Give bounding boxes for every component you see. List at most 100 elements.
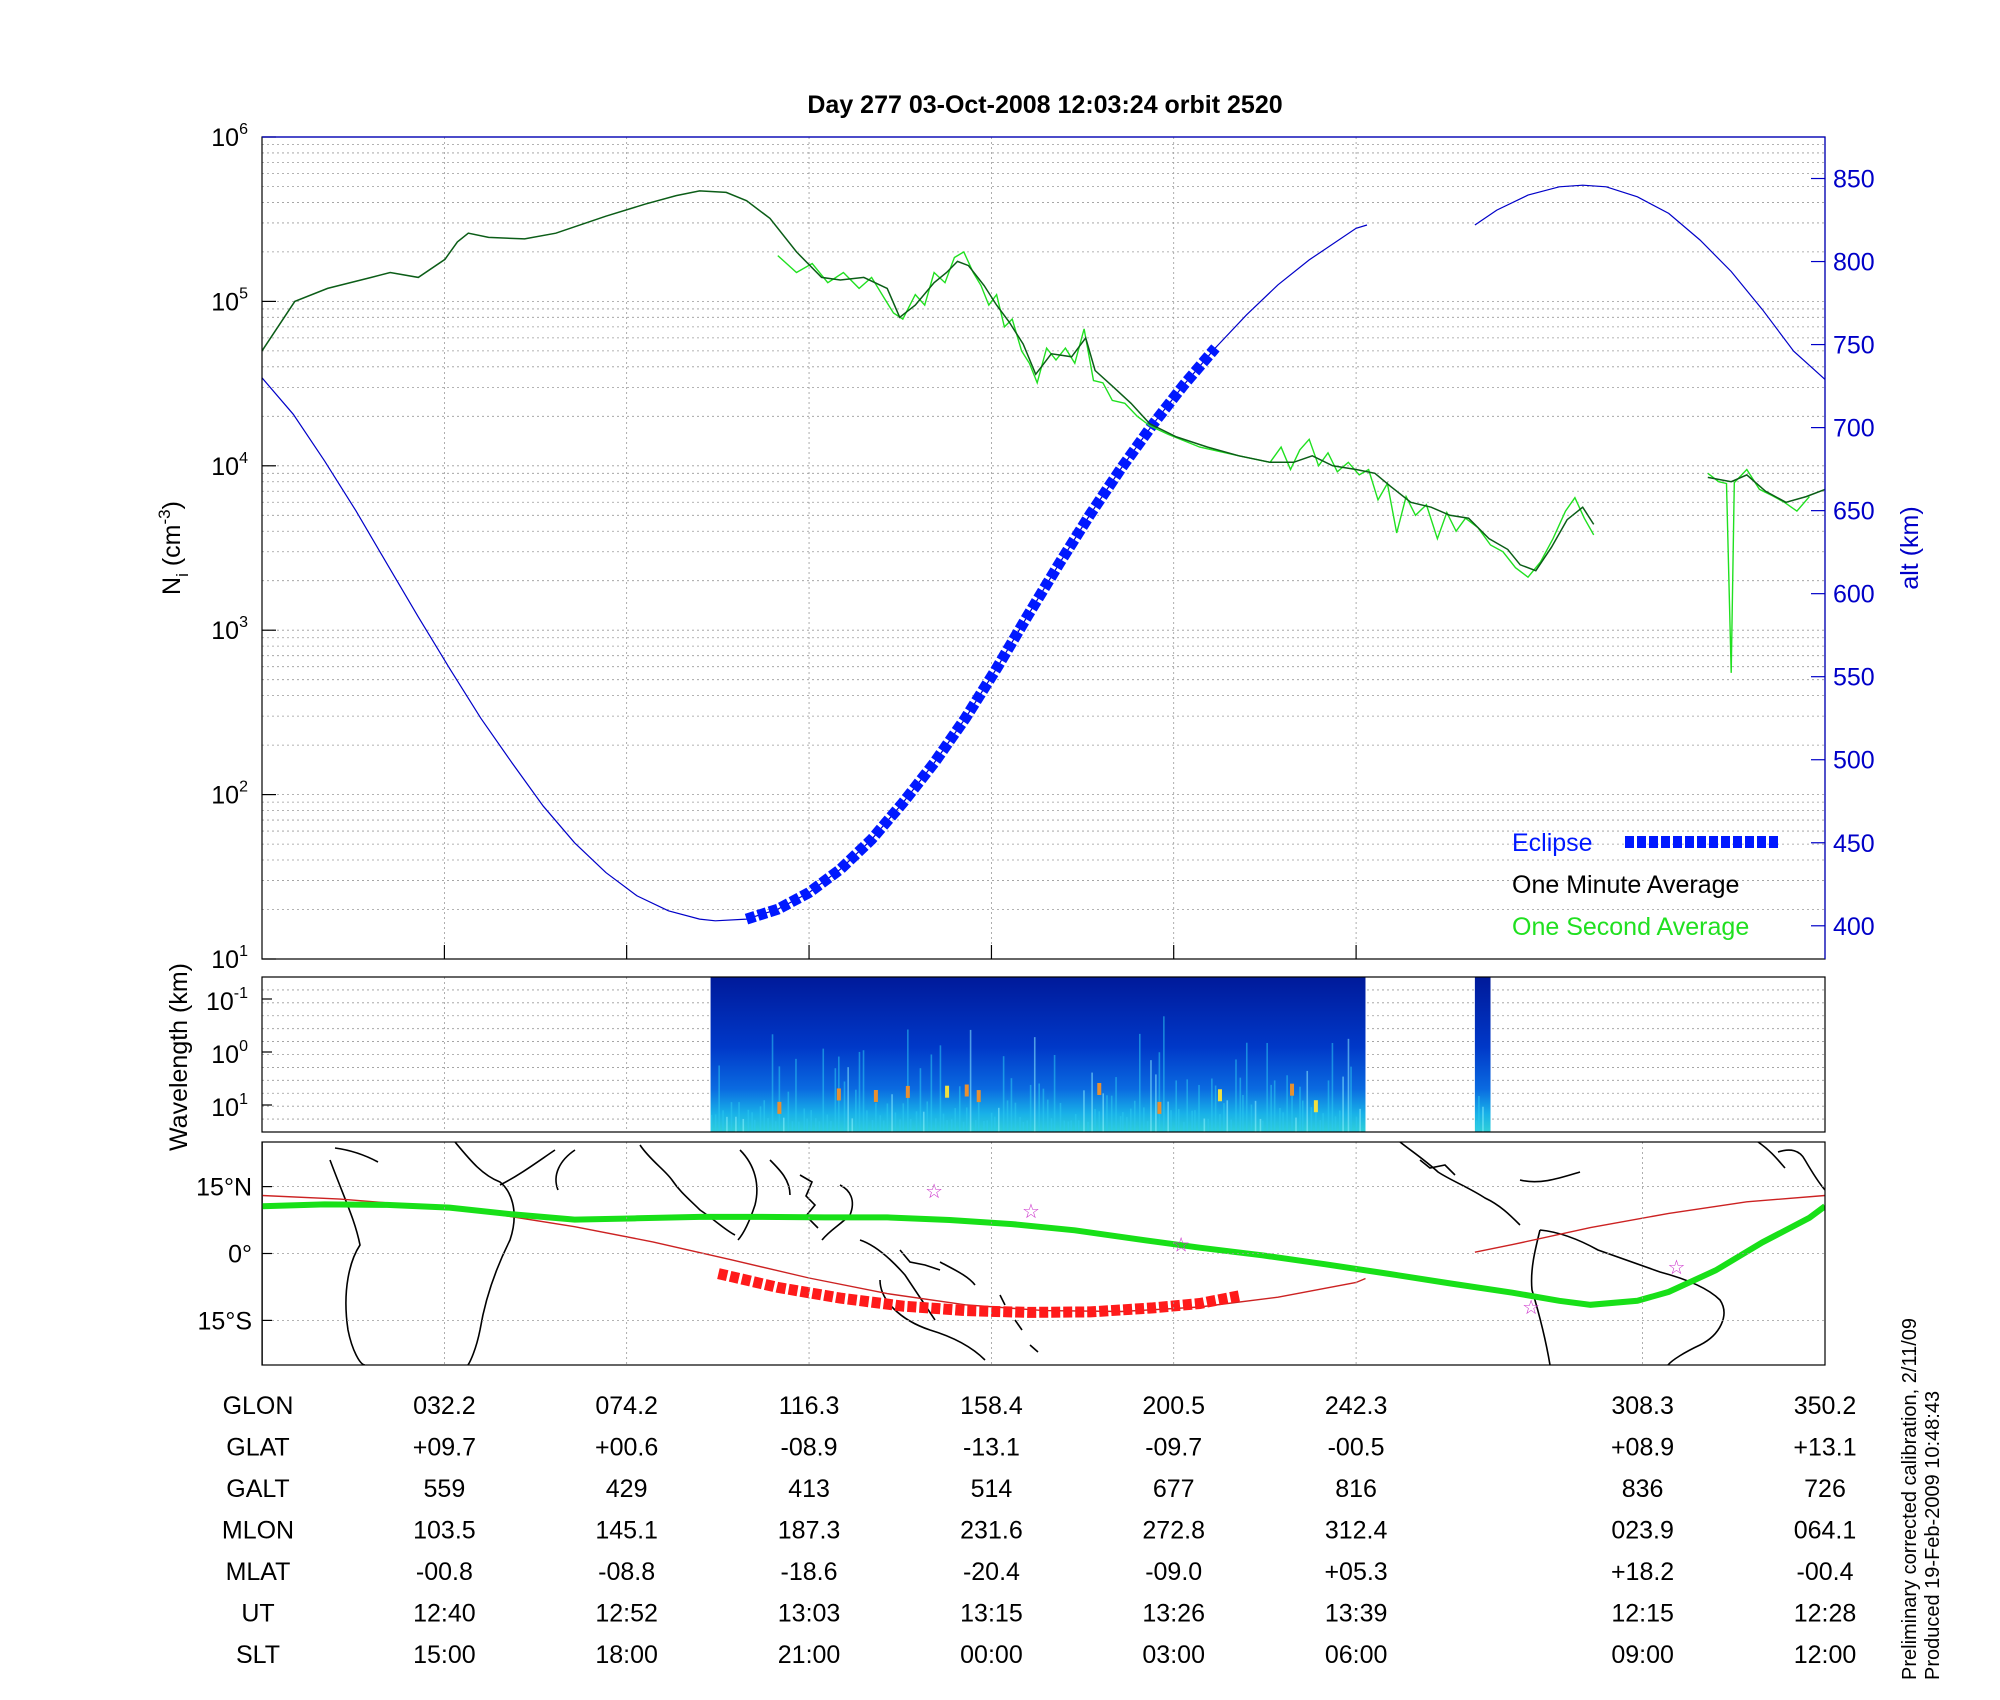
altitude-y-label: alt (km) xyxy=(1896,506,1924,589)
altitude-y-tick-label: 500 xyxy=(1833,747,1875,775)
table-cell: 09:00 xyxy=(1611,1641,1674,1669)
table-row-label: GALT xyxy=(226,1475,289,1503)
spectrogram-hotspot xyxy=(836,1088,841,1101)
spectrogram-hotspot xyxy=(1290,1083,1295,1096)
table-cell: +00.6 xyxy=(595,1434,658,1462)
produced-note: Produced 19-Feb-2009 10:48:43 xyxy=(1922,1391,1944,1680)
table-cell: +18.2 xyxy=(1611,1558,1674,1586)
table-row-label: GLAT xyxy=(226,1434,289,1462)
table-cell: 677 xyxy=(1153,1475,1195,1503)
table-cell: +08.9 xyxy=(1611,1434,1674,1462)
station-star: ☆ xyxy=(1522,1297,1540,1319)
station-star: ☆ xyxy=(1022,1201,1040,1223)
density-y-label: Ni (cm-3) xyxy=(155,501,192,595)
table-cell: 03:00 xyxy=(1142,1641,1205,1669)
table-cell: -09.0 xyxy=(1145,1558,1202,1586)
one-minute-average-line xyxy=(262,190,1825,572)
table-cell: 00:00 xyxy=(960,1641,1023,1669)
table-cell: +09.7 xyxy=(413,1434,476,1462)
table-cell: -08.9 xyxy=(781,1434,838,1462)
spectrogram-hotspot xyxy=(905,1085,910,1098)
table-row-label: MLAT xyxy=(226,1558,291,1586)
spectrogram-hotspot xyxy=(1097,1083,1102,1096)
altitude-y-tick-label: 750 xyxy=(1833,332,1875,360)
table-cell: 06:00 xyxy=(1325,1641,1388,1669)
station-star: ☆ xyxy=(1172,1235,1190,1257)
spectrogram-hotspot xyxy=(964,1084,969,1097)
spectrogram-panel: 10-1 100 101 Wavelength (km) xyxy=(165,963,1826,1151)
table-cell: -18.6 xyxy=(781,1558,838,1586)
legend-one-minute: One Minute Average xyxy=(1512,871,1739,899)
table-cell: -00.8 xyxy=(416,1558,473,1586)
table-cell: 032.2 xyxy=(413,1392,476,1420)
map-grid xyxy=(262,1142,1825,1365)
spectrogram-y-tick-label: 101 xyxy=(211,1091,248,1122)
table-cell: 413 xyxy=(788,1475,830,1503)
table-cell: 13:39 xyxy=(1325,1600,1388,1628)
table-cell: 272.8 xyxy=(1142,1517,1205,1545)
table-cell: 559 xyxy=(424,1475,466,1503)
spectrogram-hotspot xyxy=(976,1090,981,1103)
spectrogram-hotspot xyxy=(1157,1101,1162,1114)
table-cell: 023.9 xyxy=(1611,1517,1674,1545)
table-cell: 074.2 xyxy=(595,1392,658,1420)
table-cell: +13.1 xyxy=(1793,1434,1856,1462)
table-cell: 312.4 xyxy=(1325,1517,1388,1545)
table-cell: 726 xyxy=(1804,1475,1846,1503)
table-row-label: MLON xyxy=(222,1517,294,1545)
station-star: ☆ xyxy=(925,1181,943,1203)
chart-title: Day 277 03-Oct-2008 12:03:24 orbit 2520 xyxy=(807,91,1282,119)
table-cell: 12:15 xyxy=(1611,1600,1674,1628)
density-y-tick-label: 105 xyxy=(211,285,248,316)
spectrogram-y-tick-label: 100 xyxy=(211,1038,248,1069)
table-cell: 158.4 xyxy=(960,1392,1023,1420)
altitude-y-tick-label: 850 xyxy=(1833,166,1875,194)
altitude-y-tick-label: 400 xyxy=(1833,913,1875,941)
table-cell: 12:00 xyxy=(1794,1641,1857,1669)
table-cell: 13:03 xyxy=(778,1600,841,1628)
table-cell: 187.3 xyxy=(778,1517,841,1545)
legend-one-second: One Second Average xyxy=(1512,913,1749,941)
table-cell: 836 xyxy=(1622,1475,1664,1503)
table-cell: 15:00 xyxy=(413,1641,476,1669)
table-cell: 816 xyxy=(1335,1475,1377,1503)
map-y-tick-label: 15°S xyxy=(198,1307,252,1335)
table-cell: 308.3 xyxy=(1611,1392,1674,1420)
spectrogram-y-tick-label: 10-1 xyxy=(206,985,248,1016)
table-cell: +05.3 xyxy=(1324,1558,1387,1586)
density-y-tick-label: 106 xyxy=(211,121,248,152)
svg-text:Ni (cm-3): Ni (cm-3) xyxy=(155,501,192,595)
table-cell: 12:52 xyxy=(595,1600,658,1628)
map-y-ticks: 15°N 0° 15°S xyxy=(196,1174,272,1335)
orbit-data-table: GLON 032.2 074.2 116.3 158.4 200.5 242.3 308.3 3… xyxy=(222,1392,1857,1669)
altitude-y-ticks: 850 800 750 700 650 600 550 500 450 400 xyxy=(1811,166,1875,941)
spectrogram-y-ticks: 10-1 100 101 xyxy=(206,985,272,1122)
density-y-tick-label: 102 xyxy=(211,779,248,810)
table-cell: 350.2 xyxy=(1794,1392,1857,1420)
density-y-tick-label: 103 xyxy=(211,614,248,645)
table-cell: 242.3 xyxy=(1325,1392,1388,1420)
altitude-y-tick-label: 800 xyxy=(1833,249,1875,277)
footer-note: Preliminary corrected calibration, 2/11/… xyxy=(1899,1318,1944,1680)
map-y-tick-label: 0° xyxy=(228,1241,252,1269)
altitude-y-tick-label: 650 xyxy=(1833,498,1875,526)
legend: Eclipse One Minute Average One Second Av… xyxy=(1512,829,1778,941)
table-cell: 13:15 xyxy=(960,1600,1023,1628)
table-cell: 18:00 xyxy=(595,1641,658,1669)
density-y-tick-label: 104 xyxy=(211,450,248,481)
table-cell: 103.5 xyxy=(413,1517,476,1545)
table-cell: 064.1 xyxy=(1794,1517,1857,1545)
table-cell: 429 xyxy=(606,1475,648,1503)
spectrogram-hotspot xyxy=(777,1101,782,1114)
map-panel: ☆ ☆ ☆ ☆ ☆ 15°N 0° 15°S xyxy=(196,1141,1826,1366)
eclipse-altitude-line xyxy=(744,344,1220,925)
altitude-y-tick-label: 550 xyxy=(1833,664,1875,692)
legend-eclipse: Eclipse xyxy=(1512,829,1593,857)
spectrogram-hotspot xyxy=(873,1090,878,1103)
spectrogram-hotspot xyxy=(945,1085,950,1098)
table-cell: 231.6 xyxy=(960,1517,1023,1545)
table-row-label: UT xyxy=(241,1600,274,1628)
density-grid xyxy=(262,137,1825,960)
table-cell: -09.7 xyxy=(1145,1434,1202,1462)
spectrogram-segments xyxy=(710,977,1491,1132)
